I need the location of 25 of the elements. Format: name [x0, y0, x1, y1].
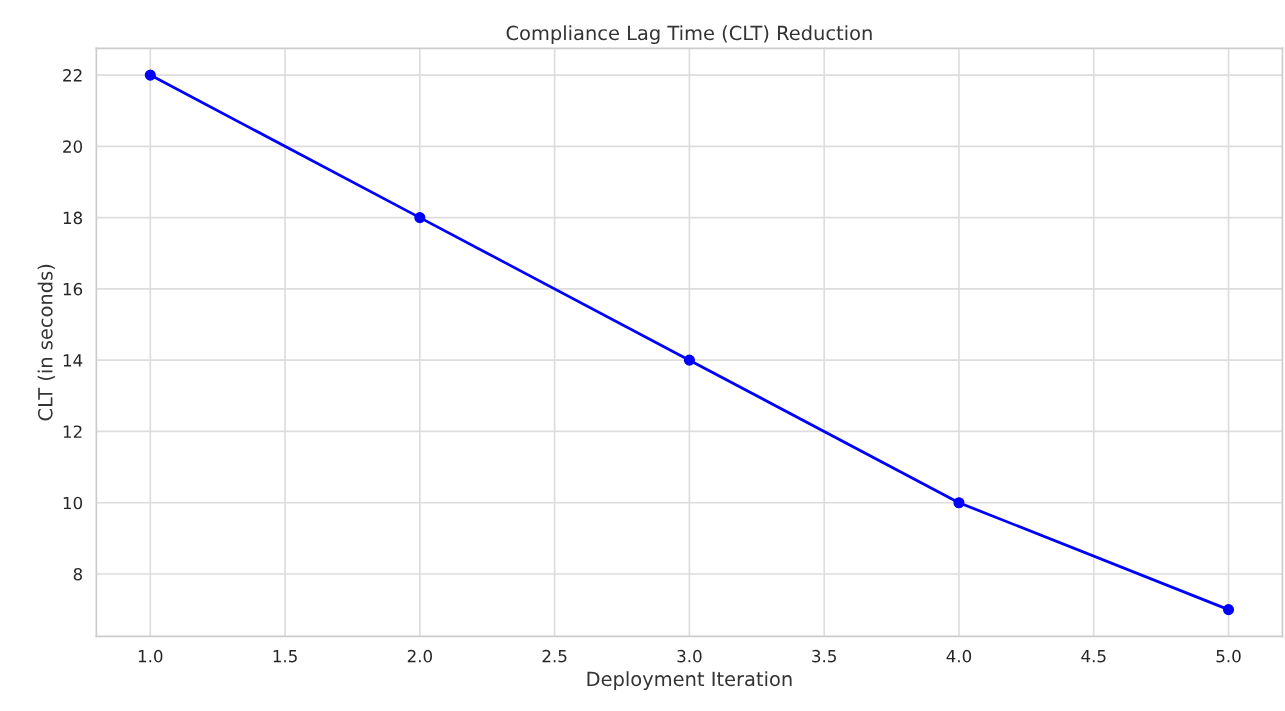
- y-tick-label: 12: [63, 425, 82, 438]
- x-tick-label: 2.0: [407, 649, 432, 663]
- y-tick-label: 8: [73, 567, 83, 581]
- point: [144, 69, 156, 81]
- x-tick-label: 4.5: [1081, 650, 1106, 663]
- x-tick-label: 4.0: [946, 649, 972, 663]
- y-tick-label: 18: [63, 211, 83, 225]
- x-tick-label: 3.0: [677, 649, 702, 663]
- x-axis-title: Deployment Iteration: [587, 671, 792, 691]
- x-tick-label: 1.0: [138, 649, 163, 663]
- y-tick-label: 14: [63, 354, 83, 367]
- y-axis-title: CLT (in seconds): [37, 264, 55, 421]
- x-tick-label: 5.0: [1216, 649, 1241, 663]
- y-tick-label: 16: [63, 282, 83, 296]
- y-tick-label: 22: [63, 69, 82, 82]
- point: [414, 212, 426, 224]
- y-tick-label: 20: [63, 140, 83, 153]
- point: [1222, 604, 1235, 616]
- point: [953, 497, 965, 509]
- x-tick-label: 3.5: [812, 649, 836, 663]
- x-tick-label: 2.5: [542, 649, 567, 663]
- y-tick-label: 10: [63, 496, 83, 510]
- x-tick-label: 1.5: [273, 650, 297, 663]
- point: [683, 354, 695, 366]
- chart-title: Compliance Lag Time (CLT) Reduction: [506, 25, 872, 45]
